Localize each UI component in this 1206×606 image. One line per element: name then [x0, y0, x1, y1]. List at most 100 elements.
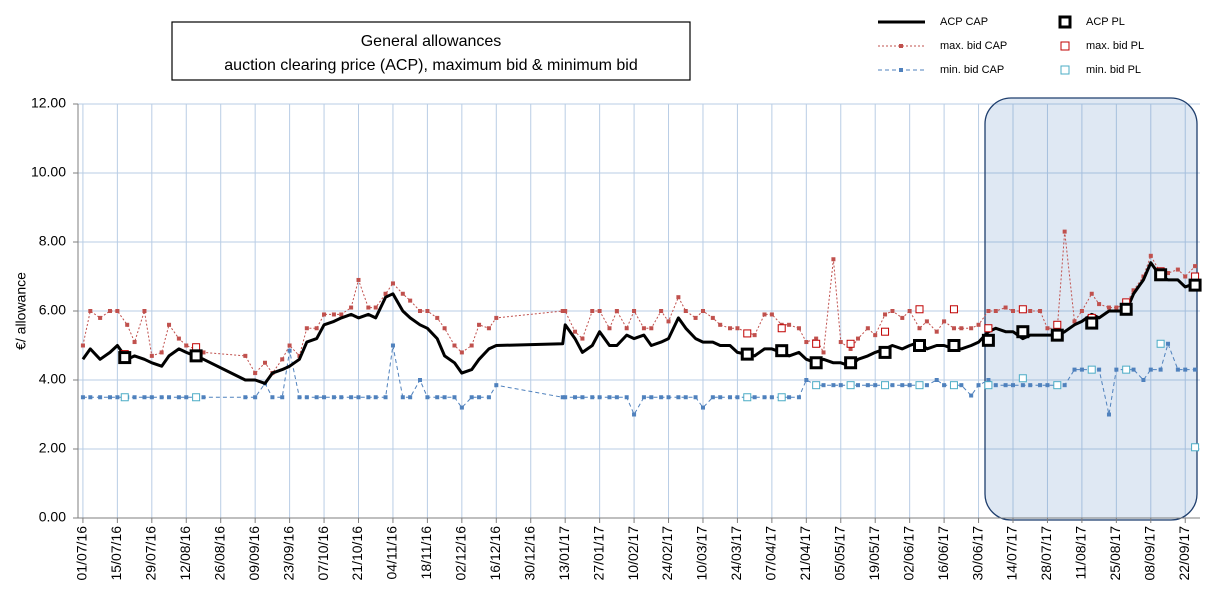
data-point [486, 395, 491, 400]
data-point [693, 315, 698, 320]
data-point [846, 339, 855, 348]
y-tick-label: 0.00 [39, 509, 66, 525]
data-point [659, 309, 664, 313]
data-point [1148, 367, 1153, 372]
data-point [710, 395, 715, 400]
data-point [425, 309, 430, 313]
x-tick-label: 05/05/17 [831, 526, 847, 581]
data-point [366, 305, 371, 310]
data-point [1045, 326, 1050, 331]
data-point [1156, 339, 1165, 348]
data-point [270, 395, 275, 400]
data-point [607, 326, 612, 331]
data-point [1079, 367, 1084, 372]
data-point [666, 319, 671, 324]
data-point [924, 383, 929, 388]
data-point [80, 343, 85, 348]
data-point [878, 345, 892, 359]
data-point [855, 383, 860, 388]
x-tick-label: 13/01/17 [556, 526, 572, 581]
data-point [176, 336, 181, 341]
data-point [804, 340, 809, 345]
data-point [486, 326, 491, 331]
data-point [142, 395, 147, 400]
data-point [700, 405, 705, 410]
data-point [641, 395, 646, 400]
data-point [1158, 367, 1163, 372]
data-point [993, 383, 998, 388]
data-point [477, 395, 482, 400]
data-point [442, 326, 447, 331]
x-tick-label: 15/07/16 [108, 526, 124, 581]
data-point [477, 322, 482, 327]
data-point [881, 327, 890, 336]
data-point [1106, 305, 1111, 310]
data-point [1011, 309, 1015, 313]
data-point [831, 257, 836, 262]
data-point [390, 343, 395, 348]
data-point [418, 309, 423, 313]
data-point [115, 309, 120, 313]
data-point [1131, 367, 1136, 372]
data-point [563, 395, 568, 400]
data-point [80, 395, 85, 400]
data-point [659, 395, 664, 400]
data-point [934, 378, 939, 382]
data-point [913, 339, 926, 352]
x-tick-label: 27/01/17 [590, 526, 606, 581]
data-point [641, 326, 646, 331]
data-point [676, 295, 681, 300]
data-point [1122, 365, 1131, 374]
data-point [787, 322, 792, 327]
x-tick-label: 08/09/17 [1141, 526, 1157, 581]
data-point [373, 305, 378, 310]
data-point [400, 291, 405, 296]
chart-title: auction clearing price (ACP), maximum bi… [224, 57, 637, 74]
legend-symbol [1060, 41, 1070, 51]
data-point [855, 336, 860, 341]
data-point [176, 395, 181, 400]
data-point [243, 353, 248, 358]
data-point [917, 326, 922, 331]
data-point [900, 315, 905, 320]
data-point [339, 395, 344, 400]
data-point [159, 395, 164, 400]
data-point [115, 395, 120, 400]
data-point [969, 393, 974, 398]
data-point [418, 378, 423, 382]
data-point [573, 329, 578, 334]
x-tick-label: 09/09/16 [246, 526, 262, 581]
x-tick-label: 19/05/17 [866, 526, 882, 581]
data-point [752, 333, 757, 338]
data-point [142, 309, 147, 313]
x-tick-label: 07/10/16 [315, 526, 331, 581]
x-tick-label: 12/08/16 [177, 526, 193, 581]
data-point [331, 312, 336, 317]
data-point [1045, 383, 1050, 388]
data-point [907, 309, 912, 313]
data-point [1079, 309, 1084, 313]
data-point [1154, 268, 1168, 282]
data-point [280, 395, 285, 400]
data-point [607, 395, 612, 400]
data-point [1072, 319, 1077, 324]
data-point [580, 336, 585, 341]
data-point [356, 395, 361, 400]
data-point [942, 319, 947, 324]
legend: ACP CAP max. bid CAP min. bid CAP ACP PL… [878, 15, 1144, 76]
data-point [796, 395, 801, 400]
data-point [1011, 383, 1015, 388]
data-point [831, 383, 836, 388]
data-point [984, 324, 993, 333]
data-point [98, 395, 103, 400]
data-point [125, 322, 130, 327]
data-point [408, 395, 413, 400]
data-point [494, 383, 499, 388]
x-tick-label: 29/07/16 [143, 526, 159, 581]
data-point [1183, 274, 1188, 279]
data-point [900, 383, 905, 388]
data-point [649, 395, 654, 400]
data-point [959, 383, 964, 388]
data-point [907, 383, 912, 388]
data-point [189, 349, 203, 363]
